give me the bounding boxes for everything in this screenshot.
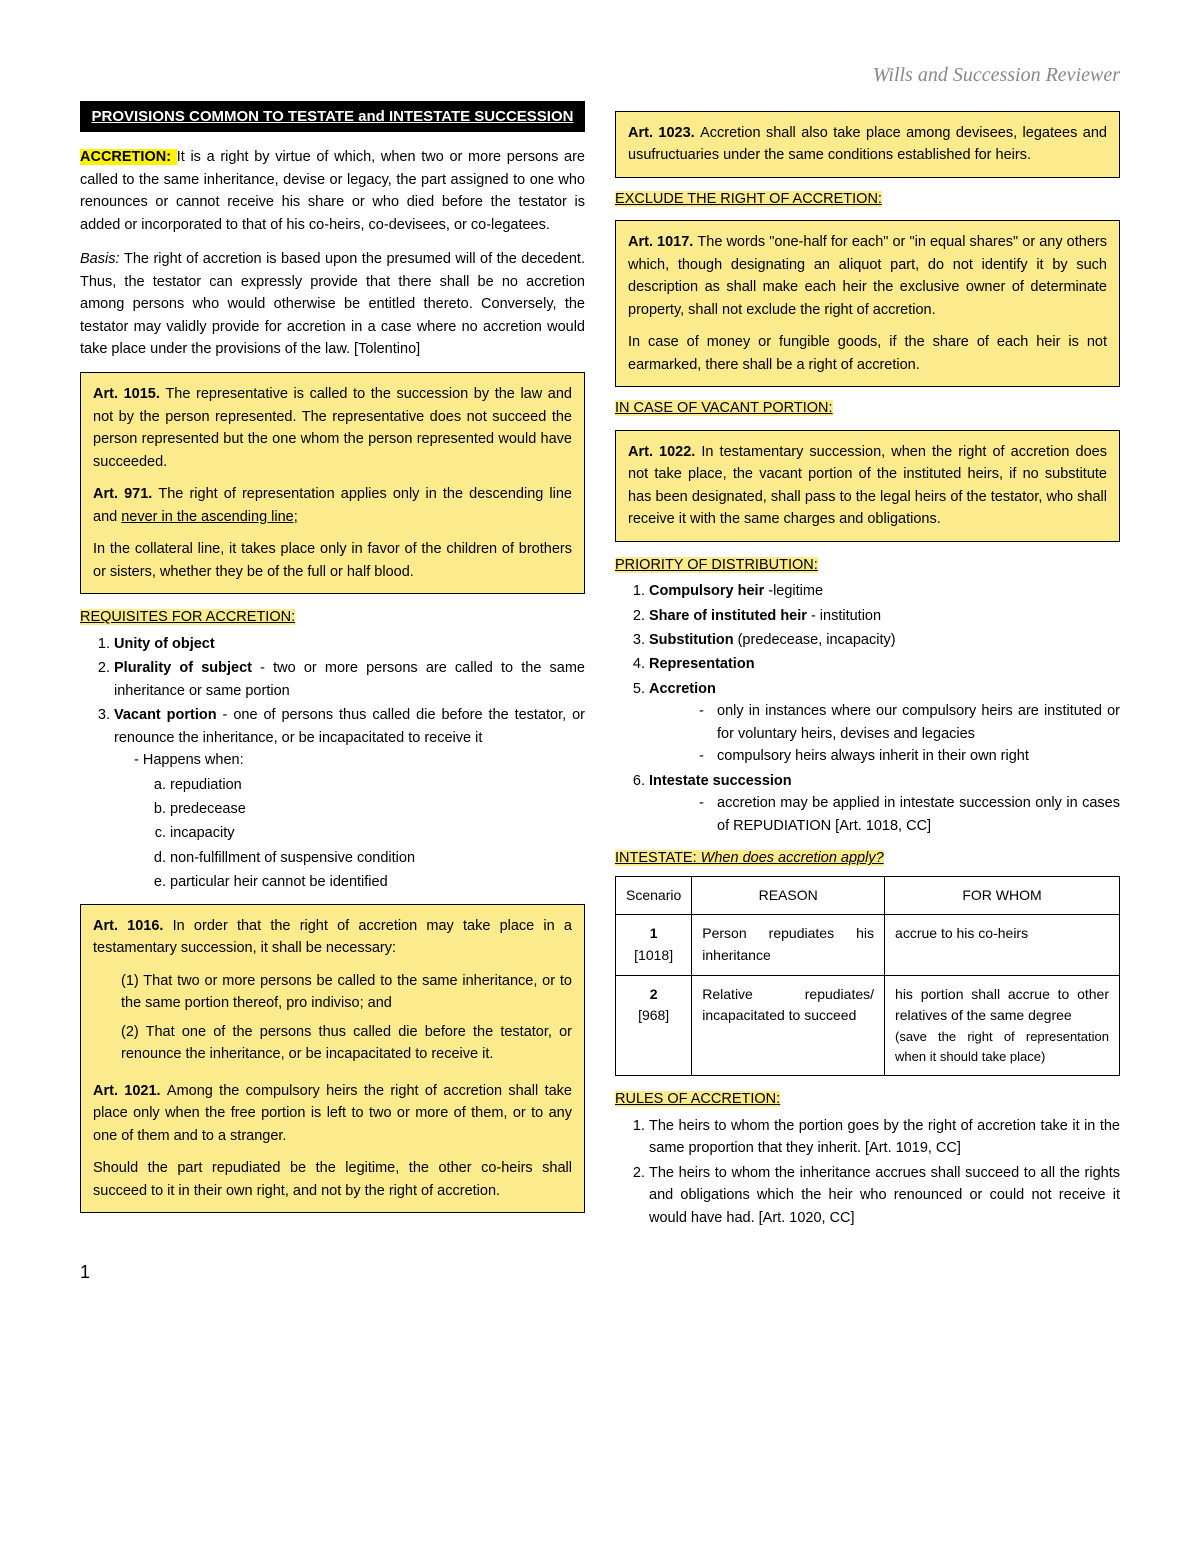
priority-list: Compulsory heir -legitime Share of insti… [649,580,1120,837]
req-3a: repudiation [170,774,585,796]
rule-2: The heirs to whom the inheritance accrue… [649,1162,1120,1229]
req-3: Vacant portion - one of persons thus cal… [114,704,585,894]
priority-header: PRIORITY OF DISTRIBUTION: [615,557,818,573]
article-box-1023: Art. 1023. Accretion shall also take pla… [615,111,1120,178]
right-column: Art. 1023. Accretion shall also take pla… [615,101,1120,1239]
art-1022-label: Art. 1022. [628,444,701,460]
art-971-underline: never in the ascending line; [121,509,298,525]
priority-4: Representation [649,653,1120,675]
req-3d: non-fulfillment of suspensive condition [170,847,585,869]
req-3e: particular heir cannot be identified [170,871,585,893]
priority-5-note2: compulsory heirs always inherit in their… [717,745,1120,767]
rule-1: The heirs to whom the portion goes by th… [649,1115,1120,1160]
art-1023-label: Art. 1023. [628,125,700,141]
art-1021-b: Should the part repudiated be the legiti… [93,1157,572,1202]
accretion-label: ACCRETION: [80,149,177,165]
priority-6-note1: accretion may be applied in intestate su… [717,792,1120,837]
table-row: 1[1018] Person repudiates his inheritanc… [616,915,1120,975]
article-box-1015-971: Art. 1015. The representative is called … [80,372,585,594]
requisites-list: Unity of object Plurality of subject - t… [114,633,585,894]
section-title-banner: PROVISIONS COMMON TO TESTATE and INTESTA… [80,101,585,132]
req-2: Plurality of subject - two or more perso… [114,657,585,702]
art-1016-item2: (2) That one of the persons thus called … [121,1021,572,1066]
intestate-header: INTESTATE: When does accretion apply? [615,850,884,866]
priority-5-note1: only in instances where our compulsory h… [717,700,1120,745]
left-column: PROVISIONS COMMON TO TESTATE and INTESTA… [80,101,585,1239]
two-column-layout: PROVISIONS COMMON TO TESTATE and INTESTA… [80,101,1120,1239]
requisites-header: REQUISITES FOR ACCRETION: [80,609,295,625]
art-1016-label: Art. 1016. [93,918,173,934]
priority-5: Accretion -only in instances where our c… [649,678,1120,768]
art-1023-text: Accretion shall also take place among de… [628,125,1107,163]
article-box-1016-1021: Art. 1016. In order that the right of ac… [80,904,585,1213]
rules-list: The heirs to whom the portion goes by th… [649,1115,1120,1229]
req-3b: predecease [170,798,585,820]
priority-2: Share of instituted heir - institution [649,605,1120,627]
req-3c: incapacity [170,822,585,844]
priority-1: Compulsory heir -legitime [649,580,1120,602]
req-1: Unity of object [114,633,585,655]
art-1017-a: The words "one-half for each" or "in equ… [628,234,1107,317]
vacant-header: IN CASE OF VACANT PORTION: [615,400,833,416]
art-1015-label: Art. 1015. [93,386,165,402]
basis-paragraph: Basis: The right of accretion is based u… [80,248,585,360]
page-number: 1 [80,1259,1120,1287]
art-1017-label: Art. 1017. [628,234,697,250]
art-1016-item1: (1) That two or more persons be called t… [121,970,572,1015]
accretion-definition: ACCRETION: It is a right by virtue of wh… [80,146,585,236]
document-header: Wills and Succession Reviewer [80,60,1120,91]
basis-text: The right of accretion is based upon the… [80,251,585,357]
article-box-1017: Art. 1017. The words "one-half for each"… [615,220,1120,387]
priority-3: Substitution (predecease, incapacity) [649,629,1120,651]
art-1021-label: Art. 1021. [93,1083,167,1099]
th-reason: REASON [692,876,885,915]
th-forwhom: FOR WHOM [885,876,1120,915]
art-971-label: Art. 971. [93,486,158,502]
article-box-1022: Art. 1022. In testamentary succession, w… [615,430,1120,542]
rules-header: RULES OF ACCRETION: [615,1091,780,1107]
art-1015-text: The representative is called to the succ… [93,386,572,469]
table-row: 2[968] Relative repudiates/ incapacitate… [616,975,1120,1076]
exclude-header: EXCLUDE THE RIGHT OF ACCRETION: [615,191,882,207]
basis-label: Basis: [80,251,124,267]
req-3-happens: Happens when: [134,749,585,771]
intestate-table: Scenario REASON FOR WHOM 1[1018] Person … [615,876,1120,1077]
art-971-collateral: In the collateral line, it takes place o… [93,538,572,583]
art-1017-b: In case of money or fungible goods, if t… [628,331,1107,376]
th-scenario: Scenario [616,876,692,915]
priority-6: Intestate succession -accretion may be a… [649,770,1120,837]
